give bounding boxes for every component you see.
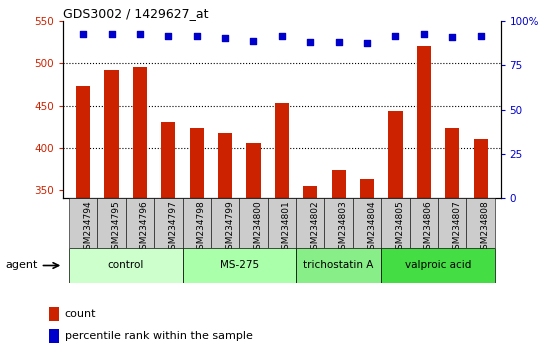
Bar [104, 70, 119, 198]
Bar [161, 121, 175, 198]
Bar [388, 110, 403, 198]
Bar [69, 198, 97, 248]
Bar [69, 248, 183, 283]
Text: GSM234805: GSM234805 [395, 201, 404, 256]
Text: GSM234806: GSM234806 [424, 201, 433, 256]
Bar [239, 198, 268, 248]
Point [334, 40, 343, 45]
Bar [218, 133, 232, 198]
Bar [353, 198, 381, 248]
Text: count: count [64, 309, 96, 319]
Bar [154, 198, 183, 248]
Point [249, 38, 258, 44]
Text: GSM234799: GSM234799 [225, 201, 234, 256]
Bar [97, 198, 126, 248]
Bar [332, 170, 346, 198]
Text: GSM234796: GSM234796 [140, 201, 149, 256]
Point [448, 34, 456, 40]
Point [306, 40, 315, 45]
Bar [296, 248, 381, 283]
Bar [211, 198, 239, 248]
Point [362, 40, 371, 46]
Text: GSM234807: GSM234807 [452, 201, 461, 256]
Text: GSM234800: GSM234800 [254, 201, 262, 256]
Text: agent: agent [6, 261, 38, 270]
Text: GSM234798: GSM234798 [197, 201, 206, 256]
Bar [303, 187, 317, 198]
Bar [324, 198, 353, 248]
Point [277, 34, 286, 39]
Bar [268, 198, 296, 248]
Point [107, 31, 116, 37]
Bar [296, 198, 324, 248]
Text: percentile rank within the sample: percentile rank within the sample [64, 331, 252, 341]
Bar [438, 198, 466, 248]
Bar [183, 248, 296, 283]
Text: MS-275: MS-275 [219, 261, 259, 270]
Bar [360, 179, 374, 198]
Bar [466, 198, 495, 248]
Bar [48, 307, 59, 321]
Point [476, 34, 485, 39]
Bar [410, 198, 438, 248]
Point [391, 34, 400, 39]
Text: GSM234797: GSM234797 [168, 201, 177, 256]
Point [135, 31, 144, 37]
Text: GSM234802: GSM234802 [310, 201, 319, 255]
Bar [417, 46, 431, 198]
Text: valproic acid: valproic acid [405, 261, 471, 270]
Text: control: control [108, 261, 144, 270]
Bar [275, 103, 289, 198]
Bar [183, 198, 211, 248]
Bar [190, 128, 204, 198]
Text: GDS3002 / 1429627_at: GDS3002 / 1429627_at [63, 7, 209, 20]
Text: GSM234803: GSM234803 [339, 201, 348, 256]
Text: GSM234804: GSM234804 [367, 201, 376, 255]
Point [221, 35, 229, 41]
Bar [246, 143, 261, 198]
Bar [48, 329, 59, 343]
Point [420, 31, 428, 37]
Text: trichostatin A: trichostatin A [304, 261, 374, 270]
Text: GSM234808: GSM234808 [481, 201, 490, 256]
Point [79, 31, 87, 37]
Bar [126, 198, 154, 248]
Text: GSM234801: GSM234801 [282, 201, 291, 256]
Bar [76, 86, 90, 198]
Bar [381, 248, 495, 283]
Text: GSM234794: GSM234794 [83, 201, 92, 255]
Point [192, 34, 201, 39]
Bar [445, 128, 459, 198]
Point [164, 34, 173, 39]
Text: GSM234795: GSM234795 [112, 201, 120, 256]
Bar [381, 198, 410, 248]
Bar [474, 139, 488, 198]
Bar [133, 67, 147, 198]
